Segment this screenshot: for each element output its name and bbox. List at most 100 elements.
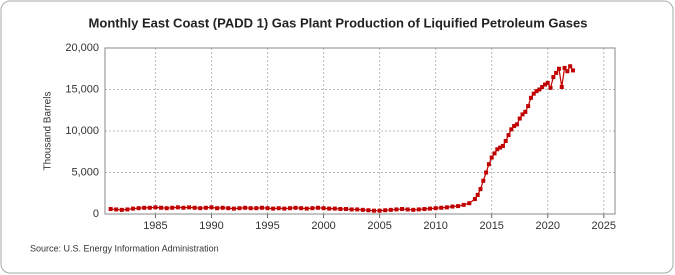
point [467,201,472,206]
point [500,143,505,148]
point [556,66,561,71]
y-tick-label: 15,000 [65,83,99,95]
point [192,205,197,210]
point [287,206,292,211]
point [492,151,497,156]
point [343,207,348,212]
point [203,205,208,210]
x-tick-label: 2015 [479,220,503,232]
point [136,206,141,211]
point [512,124,517,129]
point [231,206,236,211]
point [526,104,531,109]
point [394,207,399,212]
point [509,127,514,132]
point [411,207,416,212]
point [422,207,427,212]
point [461,202,466,207]
point [265,206,270,211]
point [310,206,315,211]
source: Source: U.S. Energy Information Administ… [30,243,219,253]
point [147,205,152,210]
x-tick-label: 2010 [423,220,447,232]
point [537,87,542,92]
point [355,207,360,212]
point [548,85,553,90]
point [568,64,573,69]
point [565,69,570,74]
y-tick-label: 10,000 [65,125,99,137]
point [215,206,220,211]
point [282,206,287,211]
point [559,85,564,90]
y-axis-label: Thousand Barrels [43,92,54,171]
point [388,207,393,212]
point [226,206,231,211]
y-tick-label: 20,000 [65,42,99,54]
point [542,82,547,87]
point [181,205,186,210]
point [108,207,113,212]
x-tick-label: 1990 [199,220,223,232]
point [534,89,539,94]
point [517,116,522,121]
point [125,207,130,212]
point [131,206,136,211]
point [503,138,508,143]
point [416,207,421,212]
point [248,206,253,211]
point [528,95,533,100]
point [175,205,180,210]
point [299,206,304,211]
point [405,207,410,212]
point [570,68,575,73]
point [514,122,519,127]
point [114,207,119,212]
point [366,208,371,213]
point [475,192,480,197]
point [377,208,382,213]
point [486,162,491,167]
point [276,206,281,211]
point [540,85,545,90]
y-tick-label: 0 [93,208,99,220]
point [498,145,503,150]
point [159,205,164,210]
point [554,70,559,75]
point [489,155,494,160]
point [321,206,326,211]
x-tick-label: 2020 [536,220,560,232]
point [433,206,438,211]
plot-area [104,47,616,215]
point [484,170,489,175]
point [551,75,556,80]
point [243,205,248,210]
point [338,207,343,212]
point [237,206,242,211]
point [531,91,536,96]
point [170,205,175,210]
point [332,206,337,211]
point [153,205,158,210]
x-tick-label: 2000 [311,220,335,232]
point [372,208,377,213]
point [444,205,449,210]
point [545,80,550,85]
x-tick-label: 2025 [592,220,616,232]
point [472,197,477,202]
point [198,206,203,211]
point [187,205,192,210]
point [523,109,528,114]
point [209,205,214,210]
point [400,207,405,212]
point [506,133,511,138]
y-tick-label: 5,000 [71,166,99,178]
point [164,206,169,211]
x-tick-label: 1985 [143,220,167,232]
point [439,205,444,210]
point [450,204,455,209]
point [271,206,276,211]
